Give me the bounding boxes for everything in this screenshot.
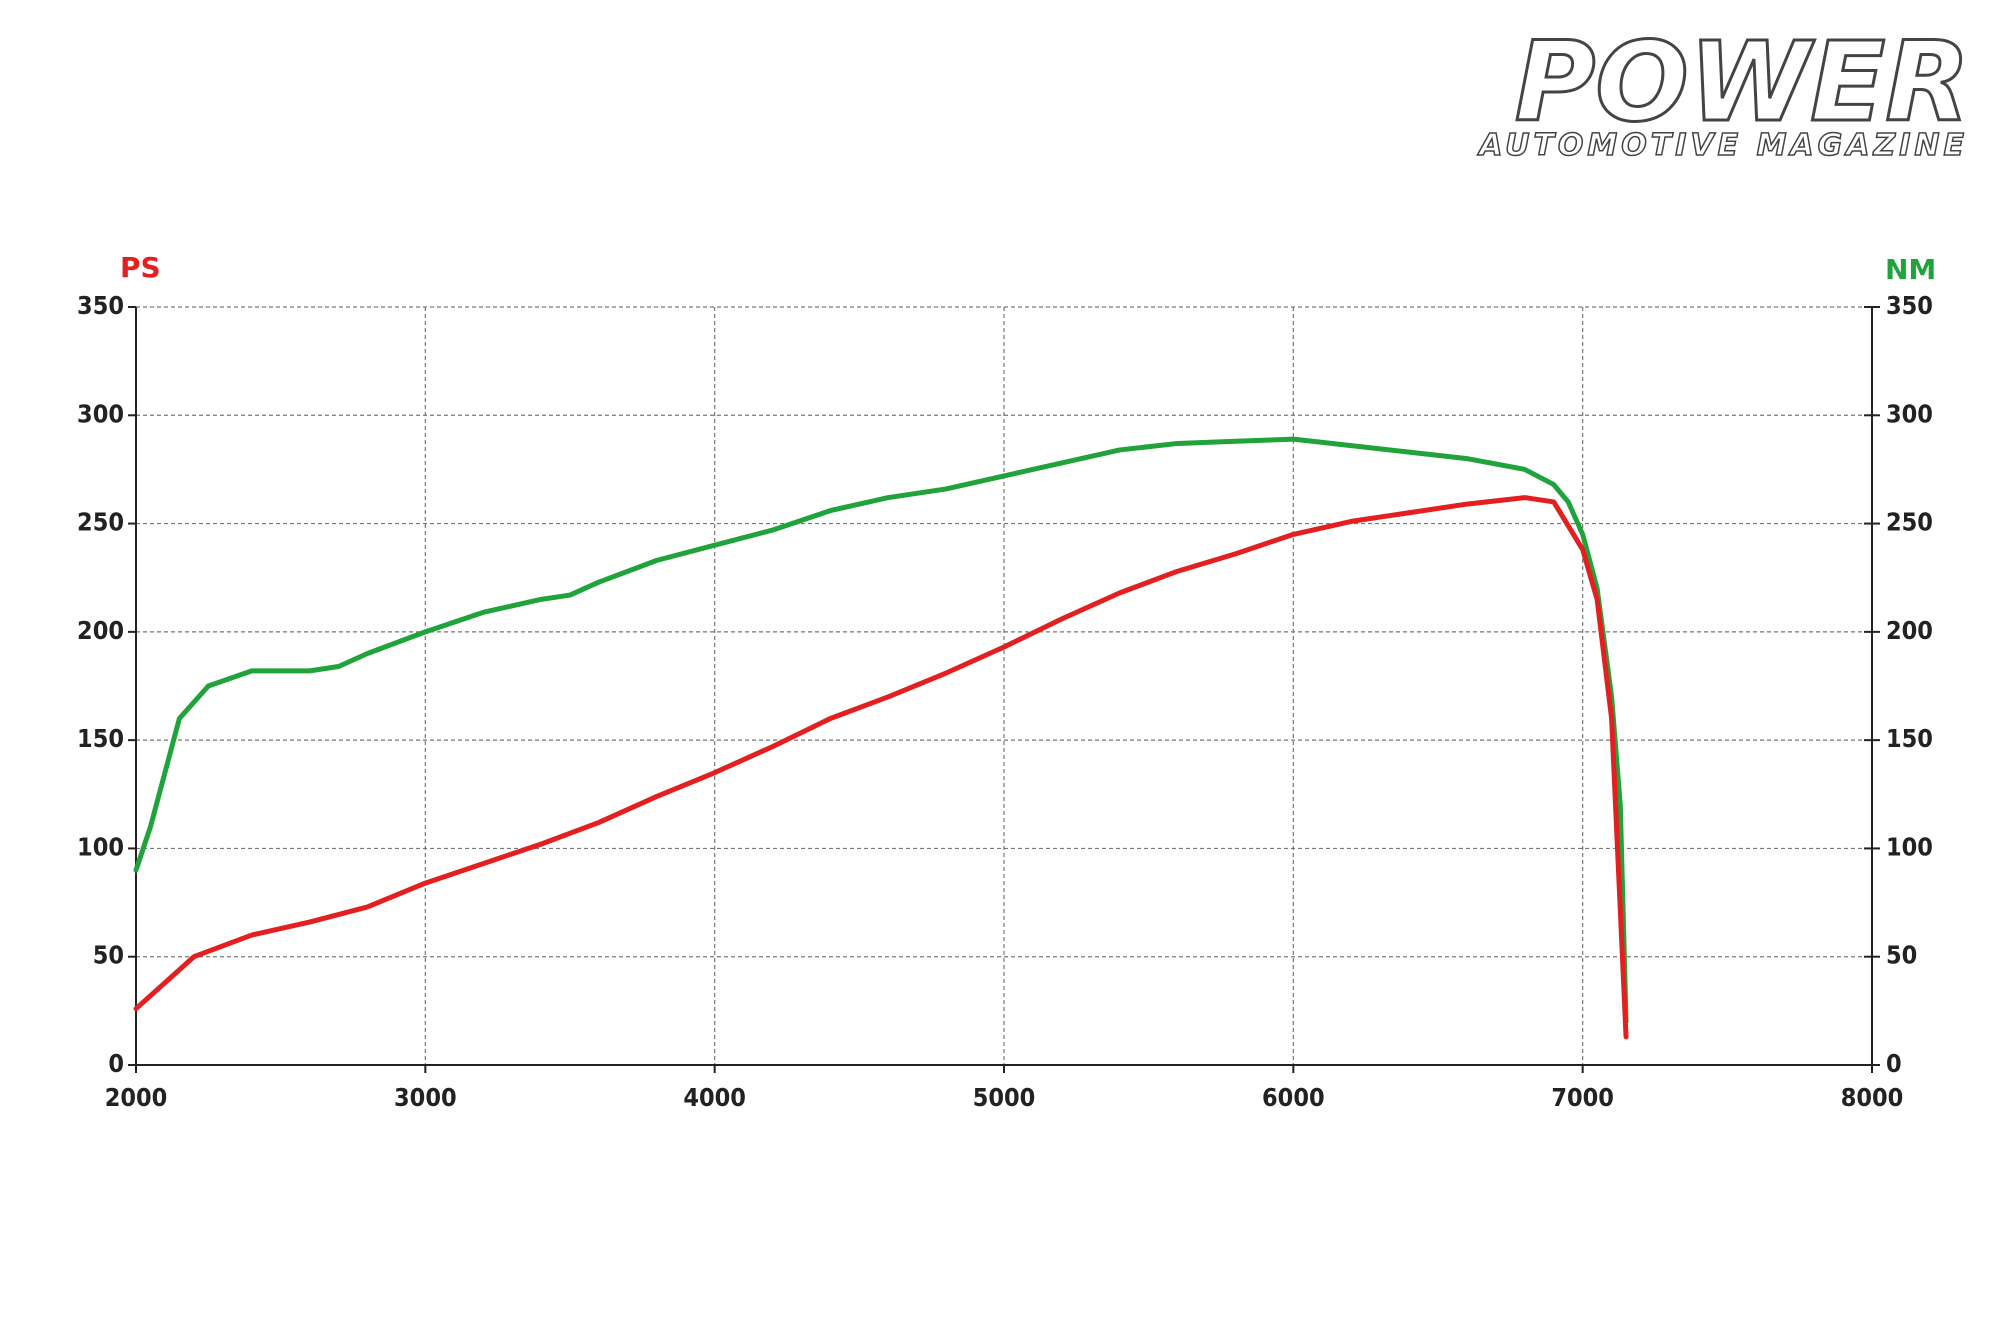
y2-tick-label: 300 (1886, 399, 1933, 428)
y2-tick-label: 50 (1886, 941, 1917, 970)
x-tick-label: 6000 (1262, 1083, 1325, 1112)
y-tick-label: 0 (108, 1049, 124, 1078)
y2-axis-label: NM (1885, 253, 1936, 286)
line-series (133, 495, 1629, 1040)
y-tick-label: 150 (77, 724, 124, 753)
y-axis-label: PS (120, 251, 161, 284)
x-tick-label: 2000 (105, 1083, 168, 1112)
x-tick-label: 5000 (973, 1083, 1036, 1112)
line-series (133, 436, 1629, 1025)
logo-tagline: AUTOMOTIVE MAGAZINE (1477, 128, 1968, 163)
x-tick-label: 4000 (683, 1083, 746, 1112)
y-tick-label: 50 (93, 941, 124, 970)
y2-tick-label: 0 (1886, 1049, 1902, 1078)
y-tick-label: 350 (77, 291, 124, 320)
x-tick-label: 7000 (1551, 1083, 1614, 1112)
y2-tick-label: 200 (1886, 616, 1933, 645)
y-tick-label: 250 (77, 508, 124, 537)
y2-tick-label: 250 (1886, 508, 1933, 537)
logo: POWER AUTOMOTIVE MAGAZINE (1476, 17, 1971, 164)
y2-tick-label: 100 (1886, 832, 1933, 861)
y-tick-label: 100 (77, 832, 124, 861)
y-tick-label: 200 (77, 616, 124, 645)
y-tick-label: 300 (77, 399, 124, 428)
x-tick-label: 8000 (1841, 1083, 1904, 1112)
y2-tick-label: 150 (1886, 724, 1933, 753)
x-tick-label: 3000 (394, 1083, 457, 1112)
logo-title: POWER (1515, 18, 1970, 146)
y2-tick-label: 350 (1886, 291, 1933, 320)
